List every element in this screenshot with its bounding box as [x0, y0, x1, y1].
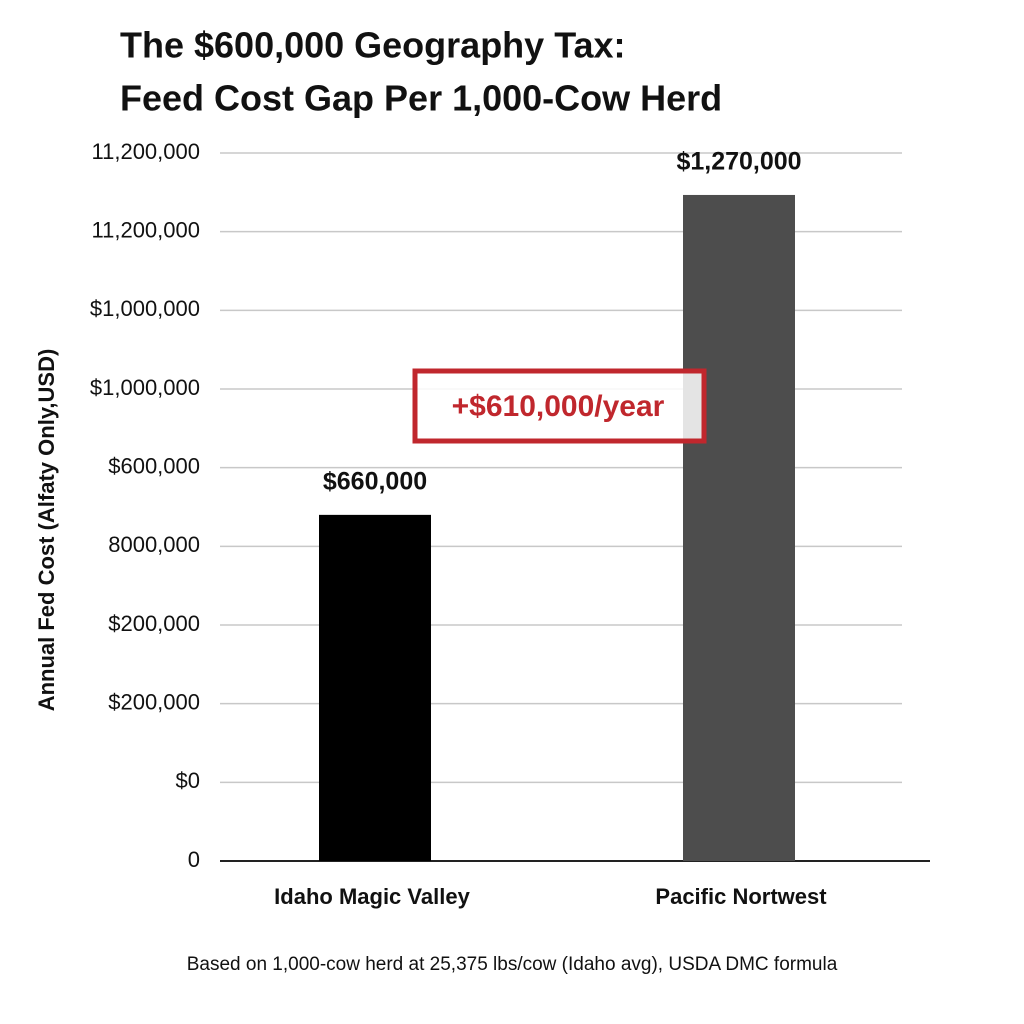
- y-tick-label: $600,000: [108, 453, 200, 478]
- y-axis-label: Annual Fed Cost (Alfaty Only,USD): [34, 349, 59, 712]
- y-tick-label: $200,000: [108, 689, 200, 714]
- bar: [683, 194, 795, 861]
- y-tick-label: $1,000,000: [90, 296, 200, 321]
- y-tick-label: 11,200,000: [92, 217, 200, 242]
- value-label: $1,270,000: [676, 148, 801, 176]
- x-tick-label: Pacific Nortwest: [655, 884, 827, 909]
- y-tick-label: $200,000: [108, 611, 200, 636]
- chart-title: Feed Cost Gap Per 1,000-Cow Herd: [120, 78, 722, 119]
- footnote: Based on 1,000-cow herd at 25,375 lbs/co…: [187, 954, 838, 975]
- annotation: +$610,000/year: [452, 390, 665, 423]
- y-tick-label: 11,200,000: [92, 139, 200, 164]
- y-tick-label: $0: [176, 768, 200, 793]
- value-label: $660,000: [323, 467, 427, 495]
- x-tick-label: Idaho Magic Valley: [274, 884, 470, 909]
- y-tick-label: $1,000,000: [90, 375, 200, 400]
- annotation-box: [412, 368, 707, 444]
- chart-title: The $600,000 Geography Tax:: [120, 25, 626, 66]
- bar: [319, 514, 431, 861]
- y-tick-label: 0: [188, 847, 200, 872]
- y-tick-label: 8000,000: [108, 532, 200, 557]
